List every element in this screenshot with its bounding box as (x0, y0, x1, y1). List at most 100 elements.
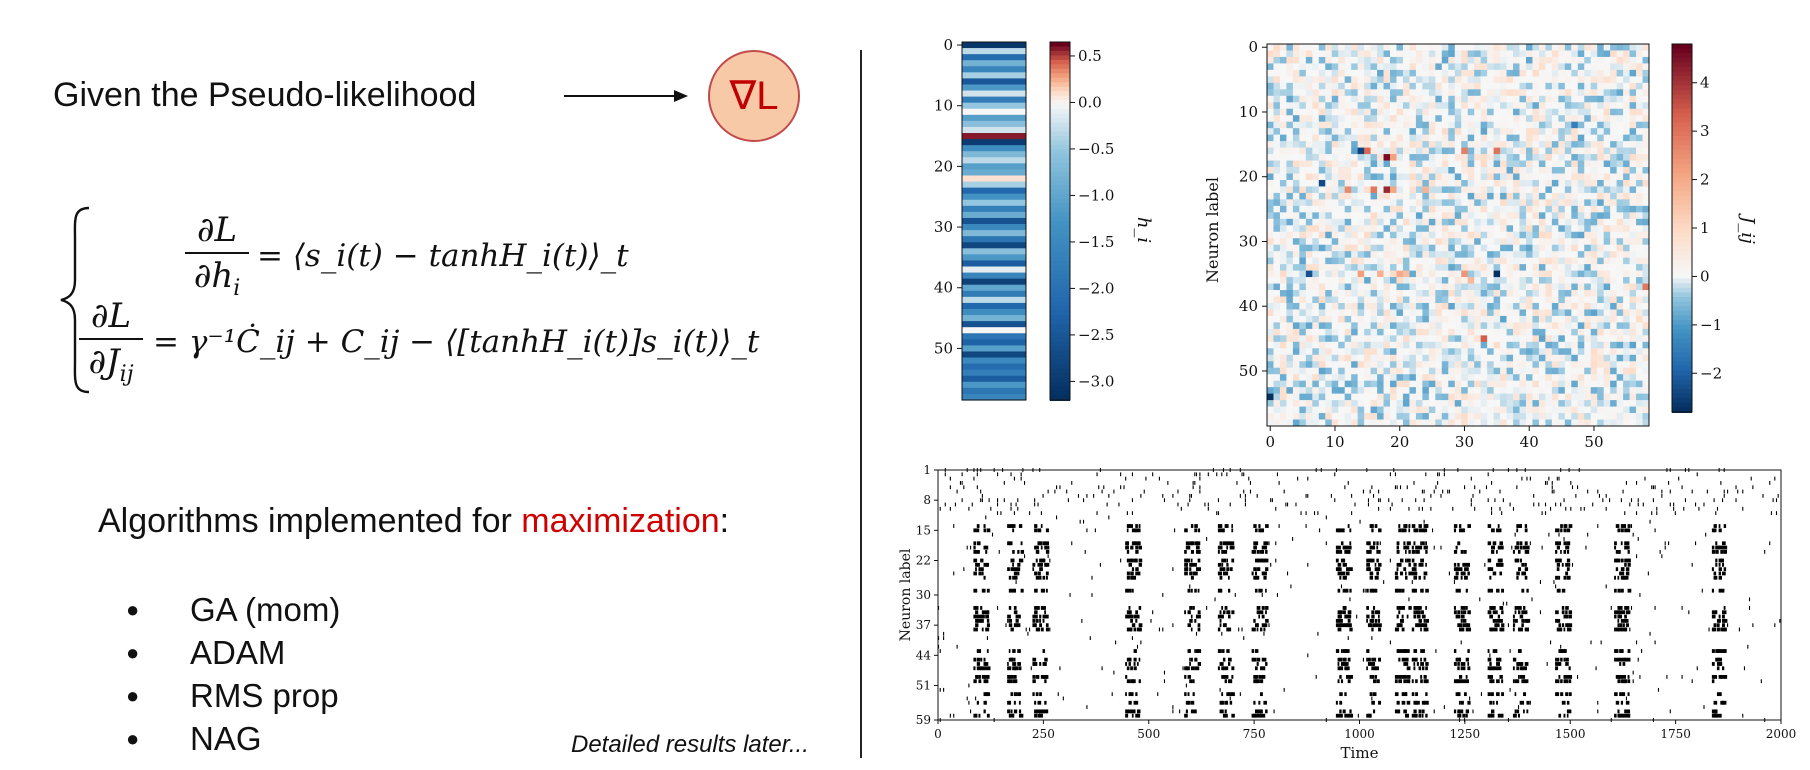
j-cell (1506, 199, 1514, 207)
j-cell (1467, 302, 1475, 310)
j-cell (1467, 309, 1475, 317)
j-cell (1545, 173, 1553, 181)
spike (1239, 493, 1241, 498)
j-cell (1525, 315, 1533, 323)
colorbar-segment (1050, 82, 1070, 88)
j-cell (1584, 108, 1592, 116)
j-cell (1344, 302, 1352, 310)
spike (1499, 489, 1501, 494)
j-ytick-label: 10 (1239, 103, 1258, 121)
spike (1565, 571, 1569, 576)
j-cell (1564, 413, 1572, 420)
j-cell (1428, 270, 1436, 278)
j-cell (1474, 309, 1482, 317)
j-cell (1409, 296, 1417, 304)
j-cell (1273, 413, 1281, 420)
j-cell (1616, 296, 1624, 304)
j-cell (1597, 419, 1605, 427)
spike (1244, 498, 1246, 503)
j-cell (1571, 128, 1579, 136)
j-cell (1305, 50, 1313, 58)
spike (961, 481, 963, 485)
j-cell (1519, 154, 1527, 161)
j-cell (1454, 367, 1462, 375)
j-cell (1377, 69, 1384, 77)
spike (1462, 562, 1467, 567)
spike (1566, 558, 1571, 563)
j-cell (1441, 121, 1449, 129)
j-cell (1299, 367, 1307, 375)
j-cell (1597, 121, 1605, 129)
j-cell (1636, 218, 1643, 226)
equation-block: ∂L ∂hi = ⟨s_i(t) − tanhH_i(t)⟩_t ∂L ∂Jij… (55, 200, 759, 400)
j-cell (1571, 186, 1579, 194)
j-cell (1493, 270, 1501, 278)
j-cell (1448, 154, 1456, 161)
j-cell (1545, 56, 1553, 64)
j-cell (1571, 50, 1579, 58)
j-cell (1506, 328, 1514, 336)
spike (1067, 498, 1069, 503)
j-cell (1454, 141, 1462, 148)
j-cell (1370, 290, 1378, 297)
j-cell (1351, 212, 1359, 220)
j-cell (1377, 367, 1384, 375)
j-cell (1513, 102, 1520, 110)
spike (1652, 485, 1654, 490)
j-cell (1325, 283, 1333, 291)
j-cell (1551, 160, 1559, 168)
j-cell (1616, 173, 1624, 181)
spike (1425, 545, 1428, 550)
j-cell (1435, 400, 1443, 407)
j-cell (1590, 348, 1598, 356)
j-cell (1267, 218, 1274, 226)
j-cell (1629, 147, 1637, 155)
j-cell (1390, 108, 1397, 116)
j-cell (1318, 244, 1326, 252)
spike (1418, 562, 1423, 567)
j-cell (1519, 328, 1527, 336)
j-cell (1364, 367, 1371, 375)
j-cell (1564, 115, 1572, 123)
spike (1497, 528, 1502, 533)
j-cell (1525, 290, 1533, 297)
j-cell (1325, 82, 1333, 90)
j-cell (1500, 290, 1507, 297)
spike (1656, 506, 1658, 511)
spike (1039, 571, 1041, 576)
j-cell (1538, 354, 1546, 362)
j-cell (1338, 335, 1346, 343)
j-cell (1377, 374, 1384, 382)
j-cell (1396, 309, 1404, 317)
j-cell (1351, 115, 1359, 123)
j-cell (1571, 95, 1579, 103)
spike (1221, 558, 1224, 563)
j-cell (1506, 238, 1514, 246)
j-cell (1538, 121, 1546, 129)
j-cell (1364, 95, 1371, 103)
j-cell (1338, 231, 1346, 239)
j-cell (1500, 186, 1507, 194)
j-cell (1273, 50, 1281, 58)
j-cell (1279, 186, 1287, 194)
j-cell (1344, 115, 1352, 123)
colorbar-segment (1672, 310, 1692, 317)
spike (973, 541, 977, 546)
spike (1521, 588, 1525, 593)
j-cell (1364, 173, 1371, 181)
spike (1413, 567, 1417, 572)
j-cell (1461, 199, 1469, 207)
j-cell (1396, 322, 1404, 330)
j-cell (1461, 328, 1469, 336)
j-cell (1461, 186, 1469, 194)
j-cell (1461, 367, 1469, 375)
j-cell (1623, 387, 1630, 395)
spike (1455, 575, 1459, 580)
spike (1492, 549, 1495, 554)
j-cell (1344, 413, 1352, 420)
j-cell (1538, 367, 1546, 375)
j-cell (1461, 290, 1469, 297)
j-cell (1428, 264, 1436, 272)
j-cell (1338, 238, 1346, 246)
j-cell (1474, 134, 1482, 142)
